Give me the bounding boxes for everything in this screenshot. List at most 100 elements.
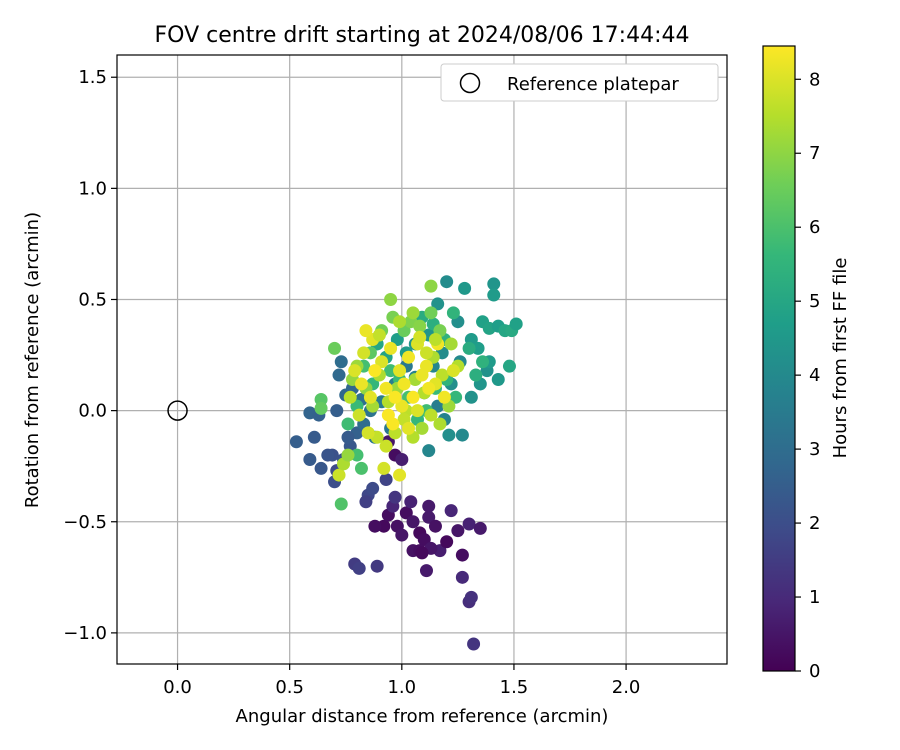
data-point — [354, 461, 368, 475]
plot-border — [116, 54, 728, 665]
data-point — [395, 453, 409, 467]
data-point — [444, 504, 458, 518]
data-point — [435, 368, 449, 382]
y-axis-ticks: −1.0 −0.5 0.0 0.5 1.0 1.5 — [63, 67, 117, 644]
data-point — [352, 561, 366, 575]
x-tick-label: 1.5 — [500, 677, 529, 698]
data-point — [352, 408, 366, 422]
reference-marker-group — [167, 400, 188, 421]
data-point — [422, 510, 436, 524]
data-point — [366, 481, 380, 495]
data-point — [415, 368, 429, 382]
colorbar: 0 1 2 3 4 5 6 7 8 Hours from first FF file — [762, 45, 851, 682]
data-point — [363, 390, 377, 404]
colorbar-tick-label: 3 — [809, 439, 820, 460]
data-point — [446, 306, 460, 320]
data-point — [404, 495, 418, 509]
data-point — [415, 421, 429, 435]
data-point — [424, 408, 438, 422]
data-point — [442, 428, 456, 442]
colorbar-tick-label: 0 — [809, 661, 820, 682]
data-point — [422, 499, 436, 513]
data-point — [509, 317, 523, 331]
data-point — [334, 497, 348, 511]
y-tick-label: 0.0 — [78, 401, 107, 422]
reference-platepar-marker — [167, 400, 188, 421]
data-point — [393, 315, 407, 329]
data-point — [413, 330, 427, 344]
data-point — [428, 519, 442, 533]
data-point — [419, 346, 433, 360]
data-point — [393, 468, 407, 482]
data-point — [417, 533, 431, 547]
colorbar-tick-label: 6 — [809, 217, 820, 238]
data-point — [406, 306, 420, 320]
data-point — [307, 430, 321, 444]
data-point — [370, 559, 384, 573]
data-point — [402, 421, 416, 435]
data-point — [393, 364, 407, 378]
chart-title: FOV centre drift starting at 2024/08/06 … — [155, 23, 690, 48]
data-point — [462, 517, 476, 531]
x-axis-ticks: 0.0 0.5 1.0 1.5 2.0 — [163, 664, 640, 698]
colorbar-tick-label: 1 — [809, 587, 820, 608]
data-point — [377, 461, 391, 475]
data-point — [464, 390, 478, 404]
x-tick-label: 0.0 — [163, 677, 192, 698]
data-point — [444, 337, 458, 351]
y-tick-label: 1.0 — [78, 178, 107, 199]
data-point — [473, 521, 487, 535]
legend-reference-marker — [459, 72, 481, 94]
data-point — [334, 355, 348, 369]
data-point — [303, 453, 317, 467]
data-point — [487, 288, 501, 302]
data-point — [491, 373, 505, 387]
data-point — [372, 328, 386, 342]
x-axis-label: Angular distance from reference (arcmin) — [236, 706, 609, 727]
data-point — [395, 528, 409, 542]
data-point — [455, 548, 469, 562]
colorbar-tick-label: 5 — [809, 291, 820, 312]
data-point — [348, 364, 362, 378]
data-point — [357, 346, 371, 360]
data-point — [428, 332, 442, 346]
data-point — [350, 448, 364, 462]
data-point — [487, 277, 501, 291]
data-point — [379, 439, 393, 453]
data-point — [289, 435, 303, 449]
data-point — [462, 341, 476, 355]
data-point — [455, 570, 469, 584]
x-tick-label: 0.5 — [275, 677, 304, 698]
data-point — [397, 377, 411, 391]
colorbar-tick-label: 2 — [809, 513, 820, 534]
data-point — [314, 393, 328, 407]
data-point — [424, 306, 438, 320]
y-tick-label: −1.0 — [63, 623, 107, 644]
colorbar-ticks: 0 1 2 3 4 5 6 7 8 — [795, 69, 820, 682]
data-point — [419, 564, 433, 578]
data-point — [314, 461, 328, 475]
data-point — [341, 430, 355, 444]
data-point — [332, 368, 346, 382]
data-point — [377, 519, 391, 533]
x-tick-label: 2.0 — [612, 677, 641, 698]
data-point — [440, 275, 454, 289]
data-point — [458, 281, 472, 295]
data-point — [437, 390, 451, 404]
data-point — [476, 355, 490, 369]
data-point — [431, 399, 445, 413]
plot-area: 0.0 0.5 1.0 1.5 2.0 −1.0 −0.5 0.0 0.5 1.0 1.5 — [63, 54, 728, 698]
data-point — [368, 364, 382, 378]
data-point — [341, 448, 355, 462]
y-tick-label: 1.5 — [78, 67, 107, 88]
data-point — [395, 399, 409, 413]
data-point — [379, 473, 393, 487]
legend-entry-label: Reference platepar — [507, 74, 679, 95]
x-tick-label: 1.0 — [387, 677, 416, 698]
data-point — [449, 390, 463, 404]
data-point — [330, 404, 344, 418]
data-point — [502, 359, 516, 373]
data-point — [361, 426, 375, 440]
data-point — [314, 401, 328, 415]
